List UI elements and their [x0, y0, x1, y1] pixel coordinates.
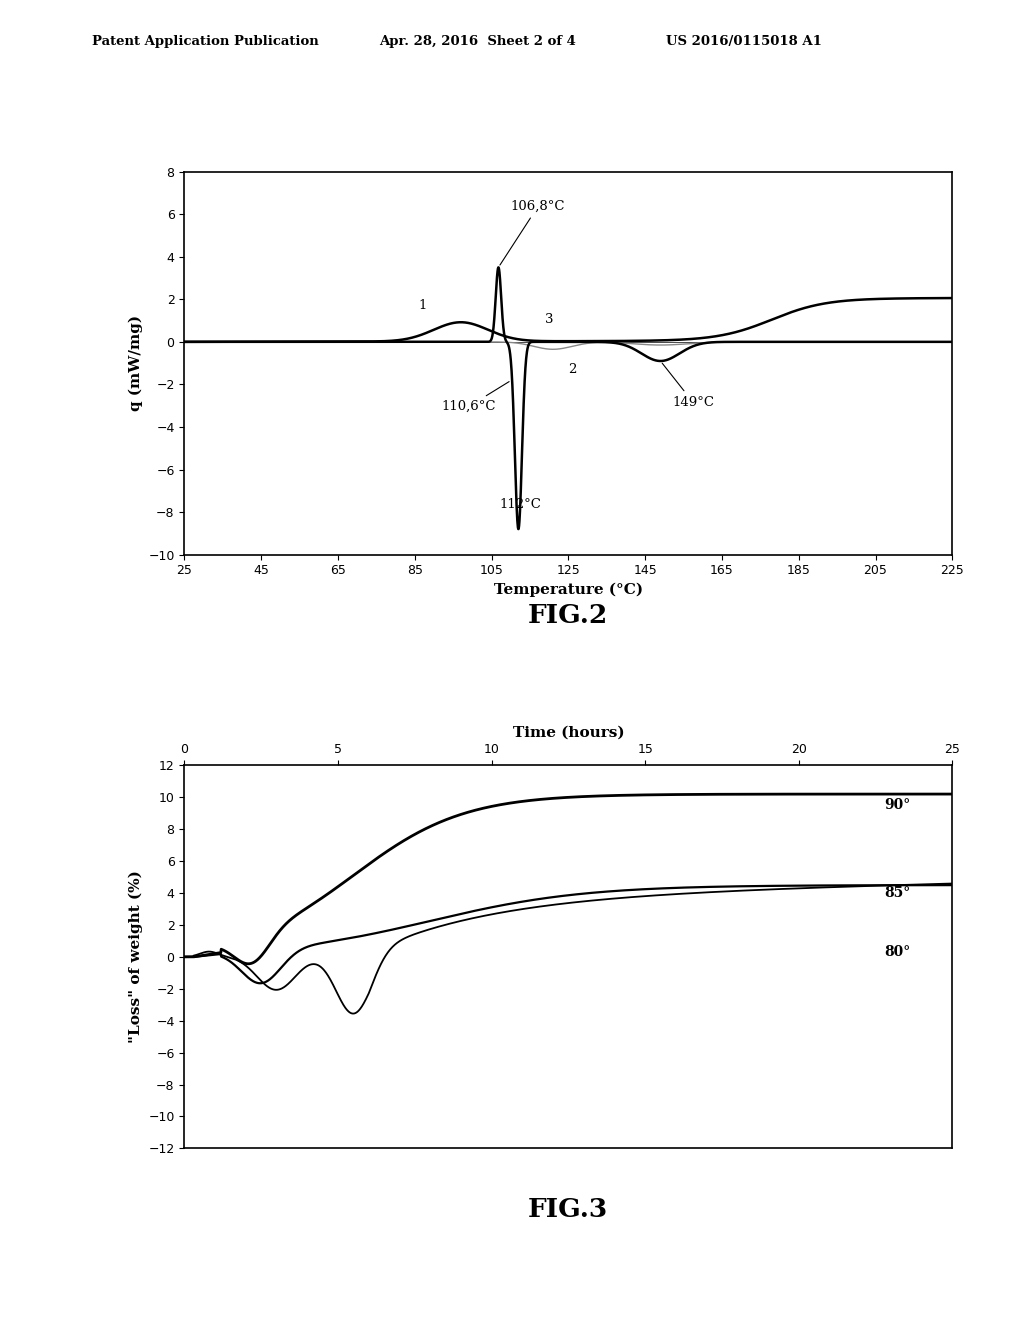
Text: 85°: 85°	[885, 886, 911, 900]
Text: Apr. 28, 2016  Sheet 2 of 4: Apr. 28, 2016 Sheet 2 of 4	[379, 34, 575, 48]
Text: 106,8°C: 106,8°C	[500, 199, 565, 265]
X-axis label: Time (hours): Time (hours)	[512, 726, 625, 741]
Text: 80°: 80°	[885, 945, 911, 960]
Text: FIG.2: FIG.2	[528, 603, 608, 628]
Text: Patent Application Publication: Patent Application Publication	[92, 34, 318, 48]
X-axis label: Temperature (°C): Temperature (°C)	[494, 583, 643, 598]
Text: FIG.3: FIG.3	[528, 1197, 608, 1222]
Text: 90°: 90°	[885, 799, 911, 812]
Text: 149°C: 149°C	[663, 363, 714, 409]
Text: 3: 3	[545, 313, 554, 326]
Text: 112°C: 112°C	[500, 498, 541, 527]
Text: US 2016/0115018 A1: US 2016/0115018 A1	[666, 34, 821, 48]
Y-axis label: q (mW/mg): q (mW/mg)	[128, 315, 142, 412]
Text: 110,6°C: 110,6°C	[441, 381, 509, 413]
Text: 1: 1	[419, 298, 427, 312]
Text: 2: 2	[568, 363, 577, 376]
Y-axis label: "Loss" of weight (%): "Loss" of weight (%)	[128, 870, 142, 1043]
